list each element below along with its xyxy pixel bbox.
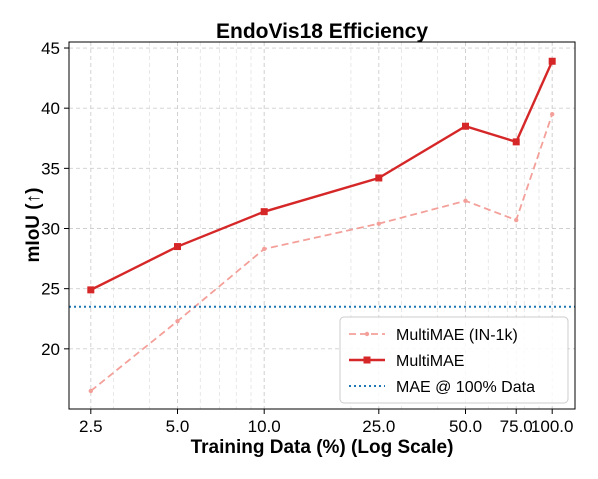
data-point-multimae	[462, 122, 470, 130]
y-tick-label: 35	[41, 159, 60, 178]
data-point-multimae-in1k	[463, 198, 468, 204]
data-point-multimae-in1k	[175, 318, 180, 324]
series-line-multimae	[90, 60, 554, 291]
legend-label-multimae-in1k: MultiMAE (IN-1k)	[396, 327, 518, 344]
data-point-multimae-in1k	[88, 388, 94, 394]
x-tick-label: 25.0	[362, 417, 395, 436]
x-tick-label: 50.0	[449, 417, 482, 436]
data-point-multimae-in1k	[549, 111, 555, 117]
plot-frame	[68, 41, 576, 410]
data-point-multimae	[512, 138, 520, 146]
y-tick-label: 30	[41, 220, 60, 239]
legend: MultiMAE (IN-1k) MultiMAE MAE @ 100% Data	[339, 316, 569, 404]
x-tick-label: 10.0	[248, 417, 281, 436]
data-point-multimae-in1k	[261, 246, 267, 252]
y-axis: 20 25 30 35 40 45	[41, 39, 69, 359]
legend-marker-multimae	[363, 356, 371, 364]
legend-box	[339, 316, 569, 404]
data-point-multimae	[375, 174, 383, 182]
x-tick-label: 5.0	[166, 417, 190, 436]
data-point-multimae	[260, 208, 268, 216]
x-axis-label: Training Data (%) (Log Scale)	[191, 437, 454, 458]
grid	[69, 42, 575, 409]
y-tick-label: 40	[41, 99, 60, 118]
series-layer	[69, 57, 575, 394]
data-point-multimae-in1k	[514, 217, 519, 223]
data-point-multimae-in1k	[376, 221, 382, 226]
x-tick-label: 75.0	[500, 417, 533, 436]
legend-label-mae-baseline: MAE @ 100% Data	[396, 379, 535, 396]
x-tick-label: 100.0	[531, 417, 574, 436]
data-point-multimae	[548, 57, 556, 65]
y-tick-label: 20	[41, 340, 60, 359]
y-tick-label: 25	[41, 280, 60, 299]
chart-title: EndoVis18 Efficiency	[216, 20, 428, 43]
y-axis-label: mIoU (↑)	[23, 188, 44, 263]
x-tick-label: 2.5	[79, 417, 103, 436]
legend-label-multimae: MultiMAE	[396, 353, 464, 370]
legend-marker-multimae-in1k	[364, 331, 370, 337]
data-point-multimae	[87, 286, 95, 294]
data-point-multimae	[174, 243, 182, 251]
y-tick-label: 45	[41, 39, 60, 58]
